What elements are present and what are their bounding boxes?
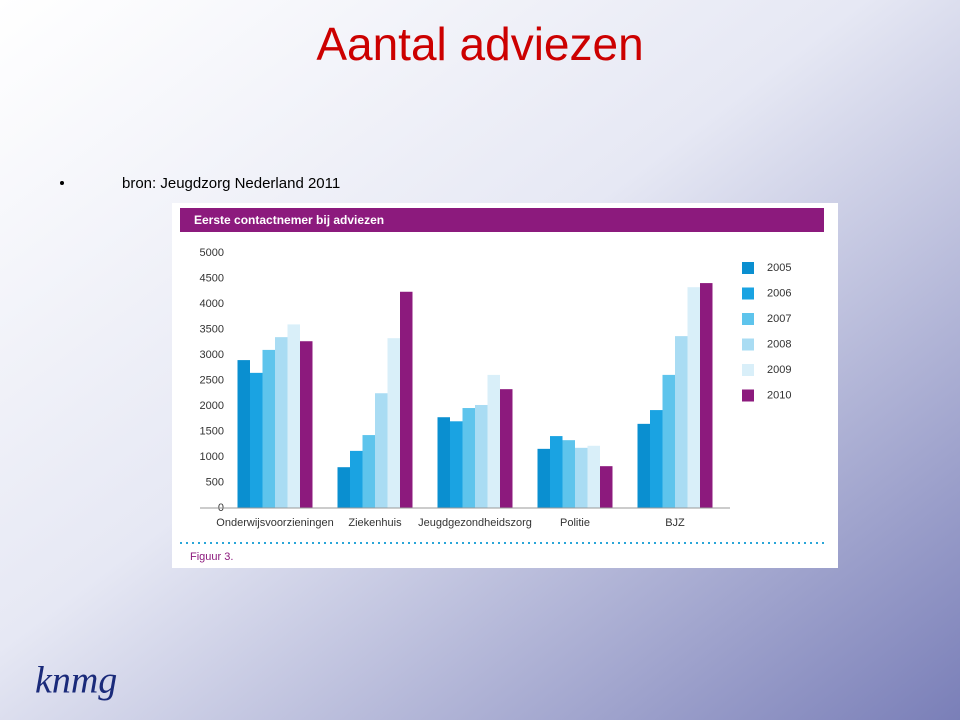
bar [675, 336, 688, 508]
bullet-text: bron: Jeugdzorg Nederland 2011 [122, 175, 340, 192]
bar [287, 324, 300, 508]
slide-title: Aantal adviezen [316, 18, 643, 70]
legend-swatch [742, 287, 754, 300]
chart-title: Eerste contactnemer bij adviezen [194, 213, 384, 227]
bar [462, 408, 475, 508]
bar [650, 410, 663, 508]
bar [537, 448, 550, 508]
bullet-dot [60, 181, 64, 185]
bar [575, 447, 588, 508]
legend-label: 2006 [767, 287, 791, 299]
bar [437, 417, 450, 508]
bar [500, 389, 513, 508]
bar [250, 372, 263, 508]
bar [587, 445, 600, 508]
bar [700, 283, 713, 508]
legend-label: 2009 [767, 364, 791, 376]
legend-label: 2008 [767, 338, 791, 350]
bar [475, 404, 488, 508]
bar [350, 450, 363, 508]
bar [550, 436, 563, 508]
y-tick-label: 3000 [200, 349, 224, 361]
x-tick-label: Ziekenhuis [348, 517, 402, 529]
bar [450, 421, 463, 508]
bar [637, 423, 650, 508]
bar [562, 440, 575, 508]
legend-swatch [742, 338, 754, 351]
legend-label: 2007 [767, 313, 791, 325]
bar [400, 291, 413, 508]
y-tick-label: 1000 [200, 451, 224, 463]
y-tick-label: 4500 [200, 272, 224, 284]
legend-swatch [742, 364, 754, 376]
legend-label: 2005 [767, 262, 791, 274]
bar [337, 467, 350, 508]
y-tick-label: 500 [206, 476, 224, 488]
y-tick-label: 5000 [200, 247, 224, 259]
bar [662, 374, 675, 508]
bar [300, 341, 313, 508]
x-tick-label: Politie [560, 517, 590, 529]
y-tick-label: 2000 [200, 400, 224, 412]
bar [275, 337, 288, 508]
bar [375, 393, 388, 508]
y-tick-label: 1500 [200, 425, 224, 437]
bar [387, 338, 400, 508]
logo: knmg [35, 660, 117, 702]
bar [687, 287, 700, 508]
legend-label: 2010 [767, 389, 791, 401]
y-tick-label: 2500 [200, 374, 224, 386]
legend-swatch [742, 389, 754, 402]
caption: Figuur 3. [190, 551, 233, 563]
chart-header [180, 208, 824, 232]
y-tick-label: 3500 [200, 323, 224, 335]
bar [237, 360, 250, 508]
bar [262, 349, 275, 508]
bar [600, 466, 613, 508]
bar [487, 374, 500, 508]
x-tick-label: Jeugdgezondheidszorg [418, 517, 532, 529]
legend-swatch [742, 262, 754, 274]
bar [362, 435, 375, 508]
x-tick-label: Onderwijsvoorzieningen [216, 517, 333, 529]
x-tick-label: BJZ [665, 517, 685, 529]
y-tick-label: 4000 [200, 298, 224, 310]
legend-swatch [742, 313, 754, 325]
